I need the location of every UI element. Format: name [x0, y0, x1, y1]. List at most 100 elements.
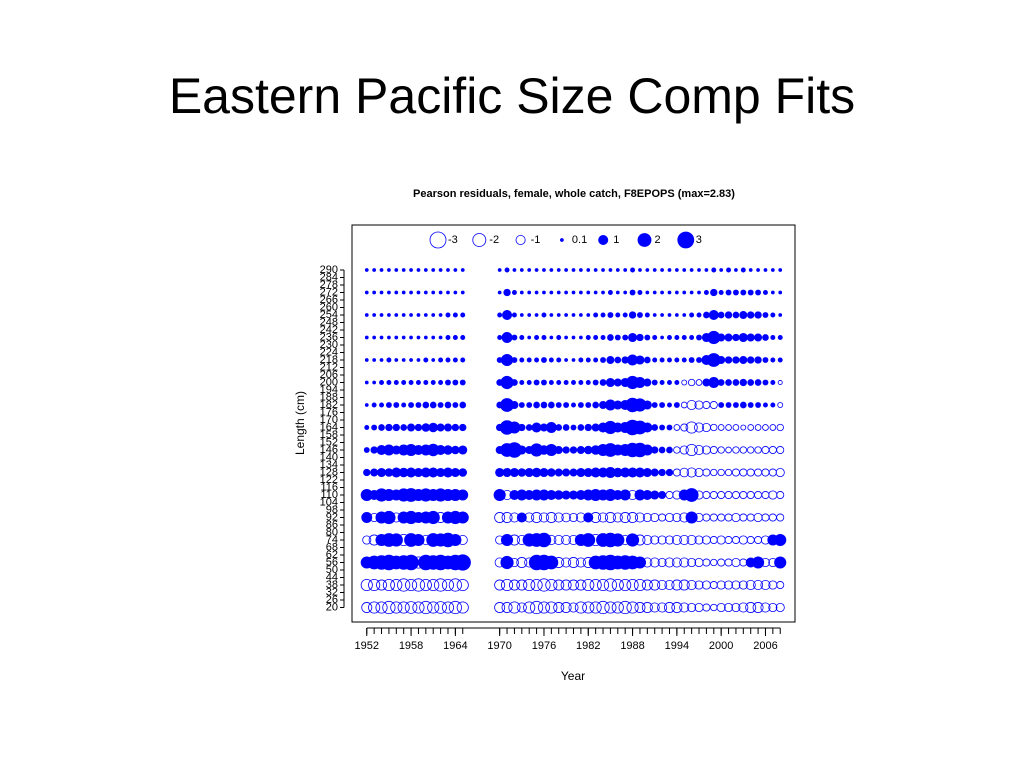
bubble	[600, 312, 606, 318]
bubble	[549, 268, 554, 272]
x-tick-label: 1964	[443, 640, 467, 652]
bubble	[667, 380, 672, 385]
bubble	[445, 335, 451, 340]
bubble	[666, 424, 673, 431]
bubble	[578, 380, 584, 385]
bubble	[777, 335, 783, 340]
bubble	[598, 512, 609, 523]
bubble	[717, 379, 725, 386]
bubble	[401, 358, 406, 362]
y-tick-label: 68	[326, 541, 338, 553]
bubble	[392, 423, 400, 432]
bubble	[452, 312, 458, 318]
bubble	[501, 602, 513, 613]
bubble	[762, 424, 769, 431]
y-tick-label: 104	[320, 496, 338, 508]
bubble	[394, 268, 399, 272]
bubble	[386, 357, 392, 363]
bubble	[541, 312, 547, 318]
bubble	[679, 602, 690, 613]
bubble	[497, 290, 502, 295]
bubble	[593, 357, 599, 363]
bubble	[518, 423, 526, 432]
y-tick-label: 158	[320, 429, 338, 441]
bubble	[401, 313, 406, 317]
bubble	[571, 358, 576, 362]
bubble	[409, 335, 413, 340]
bubble	[441, 578, 455, 592]
bubble	[519, 335, 525, 340]
bubble	[519, 268, 524, 272]
bubble	[672, 468, 681, 477]
bubble	[446, 268, 450, 272]
bubble	[546, 534, 557, 546]
bubble	[547, 468, 556, 477]
slide-title: Eastern Pacific Size Comp Fits	[169, 68, 855, 124]
bubble	[686, 467, 697, 478]
bubble	[497, 335, 503, 340]
y-tick-label: 146	[320, 444, 338, 456]
bubble	[717, 468, 725, 477]
bubble	[460, 268, 465, 272]
bubble	[534, 290, 539, 295]
bubble	[564, 335, 568, 340]
bubble	[748, 268, 753, 272]
bubble	[619, 578, 632, 592]
y-tick-label: 62	[326, 549, 338, 561]
bubble	[364, 335, 369, 340]
bubble	[675, 313, 679, 317]
bubble	[452, 379, 459, 386]
bubble	[754, 333, 763, 342]
bubble	[517, 445, 527, 455]
bubble	[554, 446, 563, 454]
y-tick-label: 290	[320, 264, 338, 276]
bubble	[697, 290, 701, 295]
bubble	[604, 512, 616, 523]
bubble	[438, 290, 443, 295]
bubble	[527, 290, 532, 295]
bubble	[675, 290, 679, 295]
bubble	[710, 468, 718, 477]
bubble	[409, 313, 413, 317]
bubble	[687, 557, 697, 568]
bubble	[611, 533, 625, 547]
bubble	[776, 513, 785, 522]
y-tick-label: 170	[320, 414, 338, 426]
y-tick-label: 38	[326, 579, 338, 591]
bubble	[644, 312, 650, 318]
bubble	[446, 290, 450, 295]
bubble	[449, 533, 462, 547]
y-tick-label: 260	[320, 301, 338, 313]
bubble	[519, 380, 525, 385]
bubble	[724, 311, 733, 319]
bubble	[672, 512, 682, 523]
bubble	[606, 356, 615, 364]
bubble	[776, 491, 785, 499]
bubble	[571, 335, 576, 340]
bubble	[362, 535, 372, 545]
x-tick-label: 1952	[355, 640, 379, 652]
bubble	[378, 424, 385, 431]
bubble	[615, 268, 620, 272]
y-tick-label: 182	[320, 399, 338, 411]
bubble	[769, 424, 777, 431]
legend-label: -1	[531, 234, 541, 246]
y-tick-label: 284	[320, 271, 338, 283]
bubble	[571, 313, 576, 317]
bubble	[363, 468, 371, 477]
bubble	[673, 424, 681, 431]
bubble	[739, 311, 748, 319]
bubble	[569, 446, 578, 454]
bubble	[777, 357, 783, 363]
legend-symbol	[637, 233, 652, 247]
bubble	[549, 335, 554, 340]
bubble	[686, 534, 697, 546]
bubble	[589, 578, 602, 592]
bubble	[448, 600, 462, 615]
bubble	[753, 579, 764, 591]
bubble	[460, 290, 465, 295]
bubble	[511, 312, 517, 318]
bubble	[666, 446, 673, 454]
bubble	[710, 288, 718, 297]
bubble	[600, 335, 606, 340]
